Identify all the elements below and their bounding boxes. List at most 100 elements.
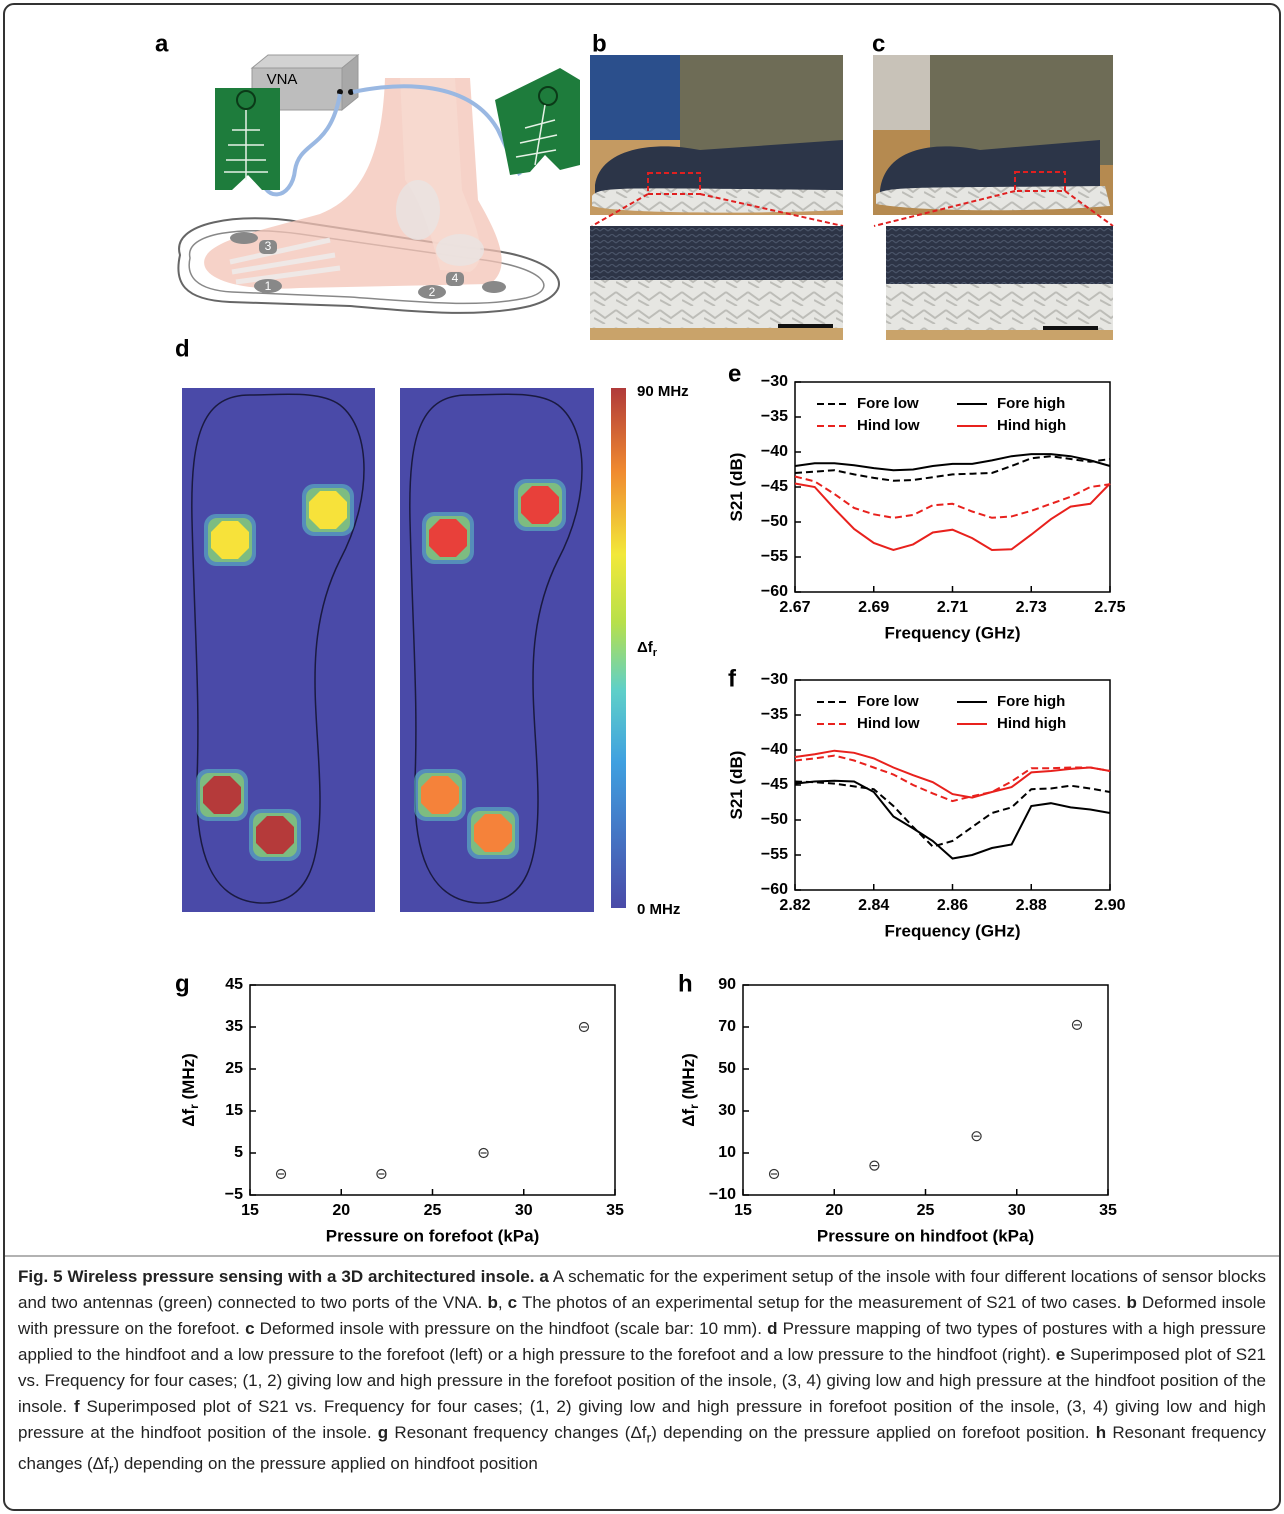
pressure-map-part: [409, 393, 583, 904]
y-tick-label: −60: [761, 583, 788, 600]
caption-bold: h: [1095, 1423, 1107, 1442]
schematic-part: [224, 110, 268, 180]
y-tick-label: −55: [761, 548, 788, 565]
photo-b: [590, 55, 844, 340]
photo-c-part: [880, 140, 1100, 192]
y-tick-label: 10: [718, 1144, 736, 1161]
panel-label: b: [592, 30, 607, 57]
panel-label: g: [175, 970, 190, 997]
y-tick-label: −35: [761, 408, 788, 425]
y-tick-label: −35: [761, 706, 788, 723]
caption-bold: b: [487, 1293, 498, 1312]
series-line: [794, 779, 1111, 860]
x-tick-label: 15: [734, 1202, 752, 1219]
pressure-map-part: [611, 388, 626, 908]
caption-sub: r: [646, 1430, 652, 1447]
schematic-part: [515, 104, 558, 166]
schematic-part: [337, 89, 343, 95]
y-axis-label: S21 (dB): [727, 453, 746, 522]
caption-bold: f: [73, 1397, 80, 1416]
panel-label: h: [678, 970, 693, 997]
caption-plain: A schematic for the experiment setup of …: [18, 1267, 1266, 1312]
plot-frame: [794, 381, 1111, 593]
series-line: [794, 780, 1111, 848]
sensor-label: 3: [265, 239, 272, 253]
x-tick-label: 2.73: [1016, 599, 1047, 616]
y-tick-label: −5: [225, 1186, 243, 1203]
x-tick-label: 2.86: [937, 897, 968, 914]
point: [478, 1147, 489, 1159]
schematic-part: [538, 86, 558, 106]
schematic-part: [177, 217, 560, 314]
y-tick-label: 90: [718, 976, 736, 993]
caption-plain: ,: [497, 1293, 508, 1312]
caption-plain: ) depending on the pressure applied on h…: [113, 1454, 538, 1474]
schematic-part: [258, 93, 342, 197]
photo-b-part: [591, 193, 844, 227]
caption-plain: Deformed insole with pressure on the hin…: [254, 1319, 768, 1338]
schematic-part: [400, 78, 481, 272]
legend-label: Fore low: [857, 693, 919, 710]
legend-label: Hind high: [997, 715, 1066, 732]
schematic-part: [250, 54, 360, 69]
schematic-part: [495, 68, 580, 175]
schematic-part: [236, 90, 256, 110]
y-tick-label: −10: [709, 1186, 736, 1203]
y-tick-label: −45: [761, 776, 788, 793]
schematic-part: [348, 89, 354, 95]
colorbar-label: Δfr: [637, 639, 658, 659]
photo-c-part: [1043, 326, 1098, 330]
y-tick-label: 30: [718, 1102, 736, 1119]
y-axis-label-main: S21 (dB): [727, 751, 746, 820]
point: [1071, 1019, 1083, 1031]
caption-sub: r: [108, 1461, 114, 1478]
y-tick-label: 15: [225, 1102, 243, 1119]
caption-plain: Pressure mapping of two types of posture…: [18, 1319, 1267, 1364]
x-tick-label: 30: [1008, 1202, 1026, 1219]
series-line: [794, 475, 1111, 519]
caption-bold: g: [377, 1423, 389, 1442]
series-line: [794, 749, 1111, 799]
schematic-part: [215, 88, 280, 190]
y-axis-label-sub: r: [687, 1104, 701, 1109]
point: [971, 1131, 982, 1142]
x-tick-label: 25: [424, 1202, 442, 1219]
point: [376, 1168, 387, 1180]
x-tick-label: 20: [825, 1202, 843, 1219]
photo-c-part: [1014, 171, 1066, 192]
plot-frame: [742, 984, 1109, 1196]
photo-b-part: [647, 172, 701, 195]
legend-label: Fore low: [857, 395, 919, 412]
x-tick-label: 2.82: [779, 897, 810, 914]
panel-label: c: [872, 30, 885, 57]
legend-label: Hind low: [857, 417, 920, 434]
photo-c-part: [876, 186, 1110, 211]
caption-bold: Fig. 5 Wireless pressure sensing with a …: [18, 1267, 549, 1286]
y-tick-label: −45: [761, 478, 788, 495]
caption-bold: b: [1126, 1293, 1137, 1312]
y-axis-label: Δfr (MHz): [179, 1053, 201, 1127]
x-tick-label: 30: [515, 1202, 533, 1219]
pressure-map-part: [422, 512, 474, 564]
x-tick-label: 20: [332, 1202, 350, 1219]
photo-b-part: [595, 140, 843, 195]
pressure-map-part: [467, 807, 519, 859]
y-tick-label: −40: [761, 741, 788, 758]
pressure-map: 90 MHz 0 MHz Δfr: [182, 383, 689, 918]
y-tick-label: 45: [225, 976, 243, 993]
y-tick-label: 5: [234, 1144, 243, 1161]
x-tick-label: 2.67: [779, 599, 810, 616]
photo-b-part: [778, 324, 833, 328]
instrument-label: VNA: [267, 71, 298, 88]
x-tick-label: 35: [606, 1202, 624, 1219]
x-axis-label: Pressure on hindfoot (kPa): [817, 1226, 1034, 1245]
x-tick-label: 2.84: [858, 897, 889, 914]
caption-plain: Resonant frequency changes (Δf: [388, 1423, 647, 1442]
caption-plain: Resonant frequency changes (Δf: [18, 1423, 1267, 1474]
panel-label: f: [728, 665, 737, 692]
x-axis-label: Frequency (GHz): [884, 921, 1020, 940]
x-tick-label: 2.90: [1094, 897, 1125, 914]
x-tick-label: 25: [917, 1202, 935, 1219]
sensor-label: 2: [429, 285, 436, 299]
